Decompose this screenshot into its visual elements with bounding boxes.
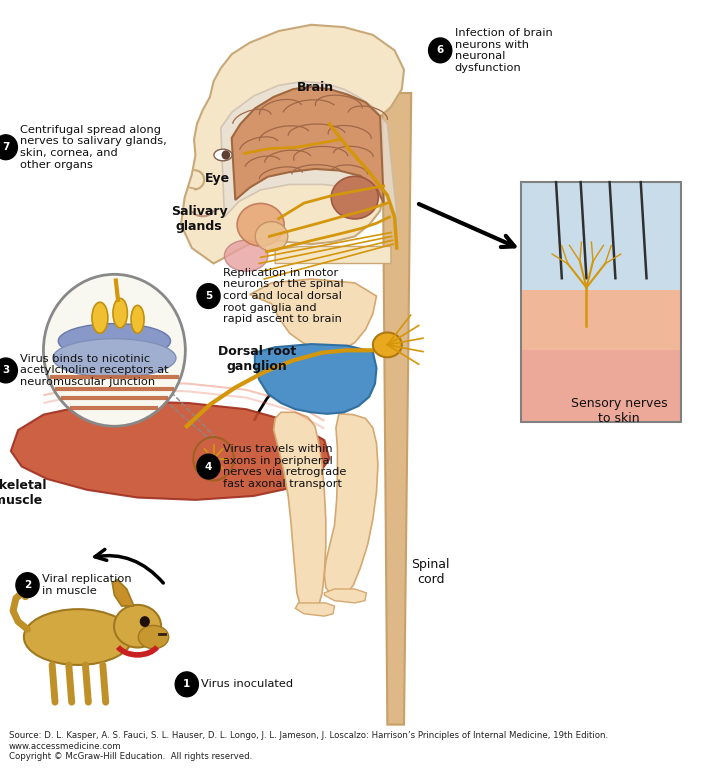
Text: Eye: Eye — [205, 172, 230, 185]
Polygon shape — [232, 87, 384, 203]
Text: Skeletal
muscle: Skeletal muscle — [0, 479, 46, 507]
Polygon shape — [181, 25, 404, 264]
Polygon shape — [275, 246, 391, 264]
Ellipse shape — [237, 203, 284, 246]
Text: Replication in motor
neurons of the spinal
cord and local dorsal
root ganglia an: Replication in motor neurons of the spin… — [223, 268, 344, 324]
Bar — [521, 182, 681, 290]
Ellipse shape — [131, 305, 144, 333]
Ellipse shape — [113, 298, 127, 328]
Text: Virus travels within
axons in peripheral
nerves via retrograde
fast axonal trans: Virus travels within axons in peripheral… — [223, 444, 346, 489]
Text: Dorsal root
ganglion: Dorsal root ganglion — [218, 345, 296, 373]
Text: Sensory nerves
to skin: Sensory nerves to skin — [571, 397, 668, 425]
Polygon shape — [382, 93, 411, 725]
Text: Source: D. L. Kasper, A. S. Fauci, S. L. Hauser, D. L. Longo, J. L. Jameson, J. : Source: D. L. Kasper, A. S. Fauci, S. L.… — [9, 732, 608, 761]
Text: 7: 7 — [2, 143, 9, 152]
Text: 4: 4 — [205, 462, 212, 471]
Text: Infection of brain
neurons with
neuronal
dysfunction: Infection of brain neurons with neuronal… — [455, 28, 552, 73]
Ellipse shape — [332, 177, 378, 219]
Circle shape — [222, 150, 230, 160]
Bar — [521, 350, 681, 422]
Circle shape — [16, 573, 39, 598]
Text: Spinal
cord: Spinal cord — [411, 558, 450, 586]
Circle shape — [0, 135, 17, 160]
Polygon shape — [255, 344, 376, 414]
Ellipse shape — [53, 339, 176, 377]
Polygon shape — [295, 603, 334, 616]
Circle shape — [197, 454, 220, 479]
Text: Salivary
glands: Salivary glands — [171, 205, 227, 233]
Ellipse shape — [373, 332, 402, 357]
Polygon shape — [250, 279, 376, 353]
Polygon shape — [274, 412, 326, 612]
Ellipse shape — [58, 324, 171, 358]
Polygon shape — [324, 589, 366, 603]
Text: Brain: Brain — [296, 81, 334, 95]
Circle shape — [429, 38, 452, 63]
Ellipse shape — [224, 240, 268, 271]
Text: Virus binds to nicotinic
acetylcholine receptors at
neuromuscular junction: Virus binds to nicotinic acetylcholine r… — [20, 354, 169, 387]
Text: 6: 6 — [437, 46, 444, 55]
Polygon shape — [221, 81, 398, 229]
Text: Virus inoculated: Virus inoculated — [201, 680, 293, 689]
Circle shape — [140, 616, 150, 627]
Ellipse shape — [255, 222, 288, 251]
Text: Centrifugal spread along
nerves to salivary glands,
skin, cornea, and
other orga: Centrifugal spread along nerves to saliv… — [20, 125, 167, 170]
Ellipse shape — [138, 625, 169, 649]
Polygon shape — [112, 580, 134, 606]
Text: 5: 5 — [205, 291, 212, 301]
Text: 2: 2 — [24, 580, 31, 590]
Circle shape — [0, 358, 17, 383]
Bar — [521, 290, 681, 350]
Circle shape — [197, 284, 220, 308]
Text: 3: 3 — [2, 366, 9, 375]
Polygon shape — [324, 414, 378, 598]
Bar — [521, 182, 681, 422]
Circle shape — [43, 274, 185, 426]
Ellipse shape — [114, 604, 161, 648]
Polygon shape — [11, 401, 329, 500]
Ellipse shape — [24, 609, 132, 665]
Circle shape — [175, 672, 198, 697]
Ellipse shape — [92, 302, 108, 333]
Text: 1: 1 — [183, 680, 190, 689]
Ellipse shape — [214, 149, 232, 161]
Text: Viral replication
in muscle: Viral replication in muscle — [42, 574, 132, 596]
